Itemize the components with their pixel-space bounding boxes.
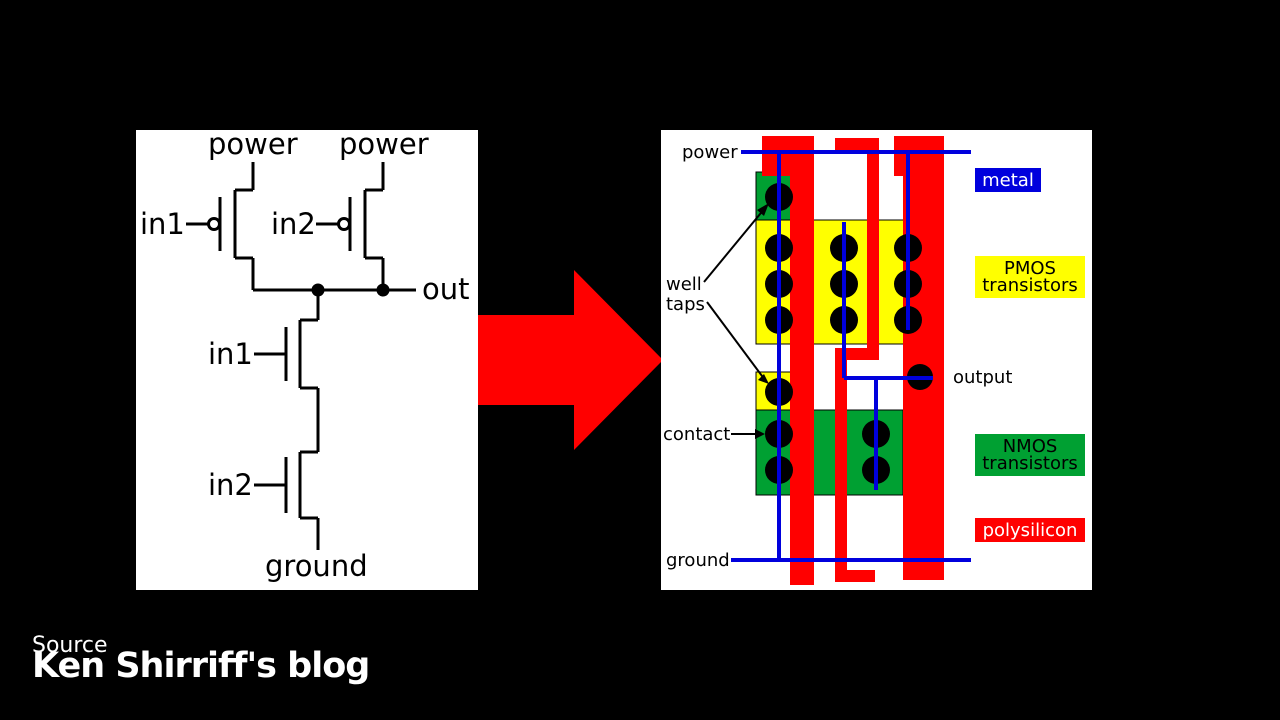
legend-metal-label: metal [982,170,1034,191]
legend-poly-label: polysilicon [983,520,1078,541]
in2-label-bottom: in2 [208,468,253,502]
power-label-left: power [208,127,298,161]
nand-layout: power well taps contact ground output me… [663,136,1085,585]
metal-traces [731,150,971,562]
output-label: output [953,367,1012,388]
out-label: out [422,272,470,306]
well-taps-label-line2: taps [666,294,705,315]
in2-label-top: in2 [271,207,316,241]
layout-panel: power well taps contact ground output me… [661,130,1092,590]
schematic-wires [186,162,416,550]
junction-dot [376,283,390,297]
legend-metal-swatch [975,168,1041,192]
legend-pmos-line1: PMOS [1004,258,1056,279]
legend-nmos-swatch [975,434,1085,476]
junction-dot [311,283,325,297]
annotation-arrowheads [755,203,769,439]
layout-ground-label: ground [666,550,730,571]
contacts [765,183,933,484]
legend-pmos-swatch [975,256,1085,298]
legend-poly-swatch [975,518,1085,542]
well-taps-label-line1: well [666,274,702,295]
legend-nmos-line2: transistors [982,453,1078,474]
ground-label: ground [265,549,368,583]
source-caption: Source [32,633,108,658]
legend-pmos-line2: transistors [982,275,1078,296]
arrow-shape [478,270,663,450]
source-name: Ken Shirriff's blog [32,646,370,686]
in1-label-bottom: in1 [208,337,253,371]
in1-label-top: in1 [140,207,185,241]
nand-schematic: power power in1 in2 out in1 in2 ground [140,127,470,583]
layout-power-label: power [682,142,738,163]
legend-nmos-line1: NMOS [1003,436,1058,457]
contact-label: contact [663,424,730,445]
transform-arrow [478,270,663,450]
schematic-panel: power power in1 in2 out in1 in2 ground [136,127,478,590]
power-label-right: power [339,127,429,161]
